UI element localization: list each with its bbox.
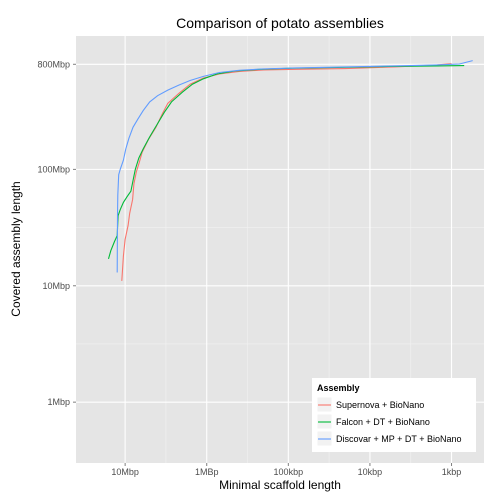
x-tick-label: 10Mbp	[111, 467, 139, 477]
x-tick-label: 1kbp	[442, 467, 462, 477]
chart-title: Comparison of potato assemblies	[176, 15, 384, 31]
legend-label-2: Falcon + DT + BioNano	[336, 417, 430, 427]
y-tick-label: 100Mbp	[37, 164, 70, 174]
series-line-3	[116, 60, 473, 273]
series-line-1	[121, 63, 452, 281]
legend: Assembly Supernova + BioNano Falcon + DT …	[312, 378, 476, 452]
y-axis-title: Covered assembly length	[9, 181, 23, 316]
x-tick-label: 100kbp	[274, 467, 304, 477]
legend-label-1: Supernova + BioNano	[336, 400, 424, 410]
legend-label-3: Discovar + MP + DT + BioNano	[336, 434, 461, 444]
series-group	[107, 60, 473, 281]
legend-title: Assembly	[317, 383, 360, 393]
x-axis: 10Mbp 1MBp 100kbp 10kbp 1kbp	[111, 463, 461, 477]
y-tick-label: 1Mbp	[47, 397, 70, 407]
y-tick-label: 10Mbp	[42, 281, 70, 291]
x-axis-title: Minimal scaffold length	[219, 478, 341, 492]
legend-box	[312, 378, 476, 452]
x-tick-label: 1MBp	[195, 467, 219, 477]
y-axis: 1Mbp 10Mbp 100Mbp 800Mbp	[37, 59, 76, 407]
y-tick-label: 800Mbp	[37, 59, 70, 69]
x-tick-label: 10kbp	[358, 467, 383, 477]
legend-items: Supernova + BioNano Falcon + DT + BioNano…	[316, 396, 461, 447]
